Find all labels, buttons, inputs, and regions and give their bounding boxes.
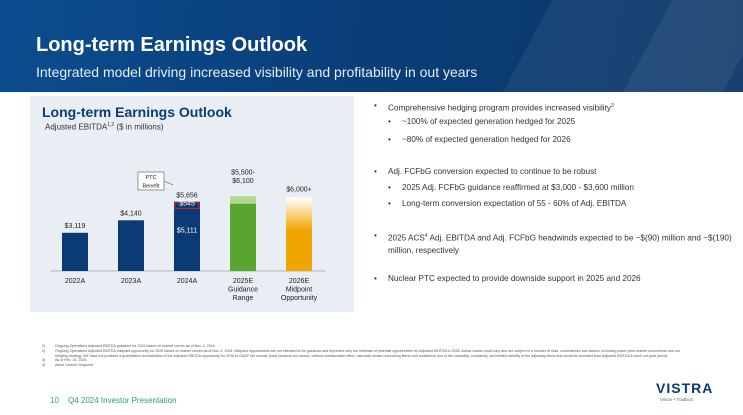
bar-label-2026e: $6,000+	[286, 187, 312, 194]
ptc-benefit-outline	[174, 202, 200, 209]
bar-label-2024a: $5,656	[176, 193, 198, 200]
vistra-logo: VISTRA	[656, 380, 714, 396]
logo-tagline: Vision • Tradition	[660, 397, 694, 402]
bullet-marker: •	[388, 117, 391, 126]
bullet-marker: •	[388, 199, 391, 208]
page-number: 10	[50, 396, 59, 405]
bar-2025e-range	[230, 196, 256, 204]
footnote: 2) Ongoing Operations Adjusted EBITDA mid…	[42, 348, 681, 358]
footnote: 1) Ongoing Operations Adjusted EBITDA gui…	[42, 344, 216, 348]
ptc-segment-label: $545	[179, 200, 195, 207]
chart-subtitle: Adjusted EBITDA1,2 ($ in millions)	[45, 122, 164, 132]
page-title: Long-term Earnings Outlook	[36, 34, 308, 56]
x-tick-label: 2026E Midpoint Opportunity	[281, 278, 318, 302]
bullet-text: ~80% of expected generation hedged for 2…	[402, 135, 571, 144]
footnotes: 1) Ongoing Operations Adjusted EBITDA gui…	[42, 344, 682, 368]
bar-2023a	[118, 220, 144, 271]
x-tick-label: 2025E Guidance Range	[228, 278, 258, 302]
bar-2026e	[286, 197, 312, 271]
bullet-marker: •	[374, 167, 377, 176]
bullet-text: 2025 Adj. FCFbG guidance reaffirmed at $…	[402, 183, 634, 192]
ptc-callout-text: PTC Benefit	[142, 175, 160, 190]
bullet-text: Adj. FCFbG conversion expected to contin…	[388, 167, 597, 176]
presentation-name: Q4 2024 Investor Presentation	[68, 396, 177, 405]
chart-title: Long-term Earnings Outlook	[42, 104, 232, 120]
x-tick-label: 2023A	[121, 278, 142, 285]
ptc-callout-leader	[163, 180, 174, 186]
bullet-marker: •	[374, 101, 377, 110]
bar-label-2025e: $5,500-$6,100	[231, 169, 255, 185]
bar-2022a	[62, 232, 88, 271]
bullet-marker: •	[374, 274, 377, 283]
bar-label-2023a: $4,140	[120, 210, 142, 217]
earnings-bar-chart: $3,119 $4,140 $545 $5,111 $5,656 $5,500-$6,10…	[50, 169, 326, 302]
bullet-text: 2025 ACS4 Adj. EBITDA and Adj. FCFbG hea…	[388, 233, 732, 255]
bar-2025e-low	[230, 203, 256, 271]
x-tick-label: 2024A	[177, 278, 198, 285]
bullet-marker: •	[374, 231, 377, 240]
bar-2024a	[174, 201, 200, 271]
bar-inner-label-2024a: $5,111	[177, 227, 197, 234]
footnote: 3) As of Feb. 24, 2025.	[42, 358, 88, 363]
bar-label-2022a: $3,119	[65, 223, 86, 230]
bullet-text: ~100% of expected generation hedged for …	[402, 117, 576, 126]
page-subtitle: Integrated model driving increased visib…	[36, 64, 478, 80]
bullet-text: Long-term conversion expectation of 55 -…	[402, 199, 627, 208]
bullet-marker: •	[388, 183, 391, 192]
bullet-text: Nuclear PTC expected to provide downside…	[388, 274, 641, 283]
bullet-marker: •	[388, 135, 391, 144]
header-banner: Long-term Earnings Outlook Integrated mo…	[0, 0, 743, 92]
x-tick-label: 2022A	[65, 278, 86, 285]
footnote: 4) Asset Closure Segment.	[42, 363, 94, 368]
bullet-text: Comprehensive hedging program provides i…	[388, 103, 614, 113]
